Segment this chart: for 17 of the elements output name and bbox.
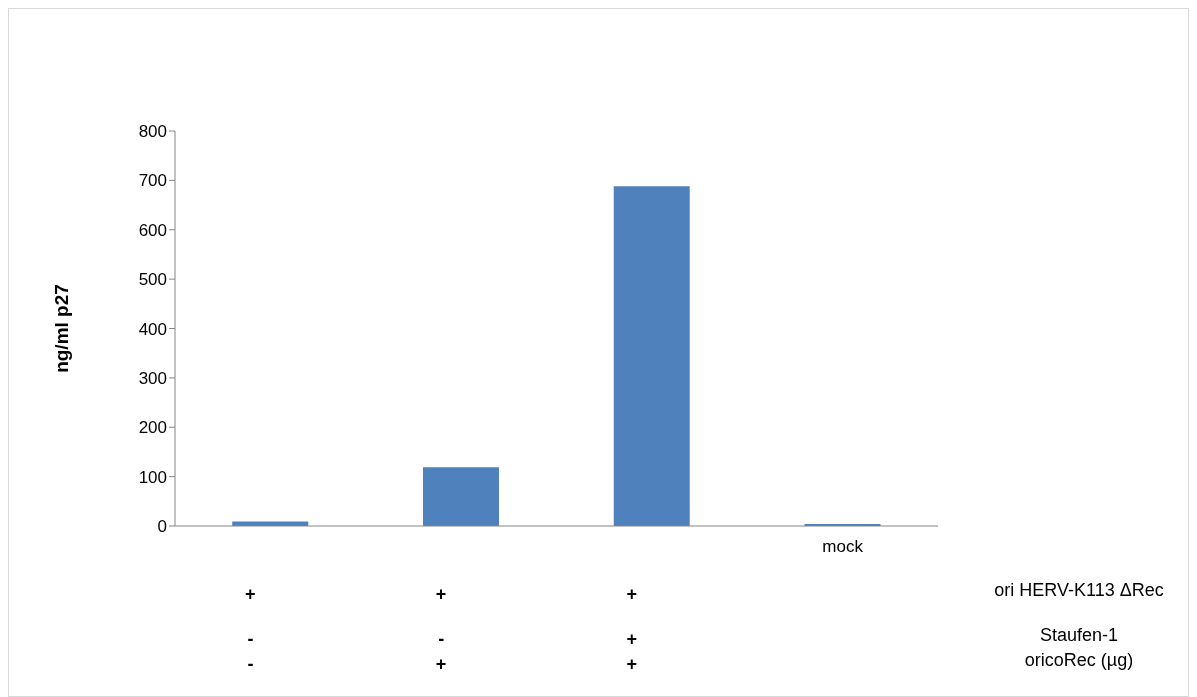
category-label: + + + bbox=[626, 584, 638, 674]
y-tick-label: 200 bbox=[138, 418, 167, 438]
text: oricoRec (µg) bbox=[1023, 650, 1135, 671]
y-tick-label: 800 bbox=[138, 122, 167, 142]
y-tick-label: 700 bbox=[138, 171, 167, 191]
y-tick-label: 600 bbox=[138, 220, 167, 240]
x-tick-label: mock bbox=[822, 537, 864, 556]
y-tick-label: 500 bbox=[138, 270, 167, 290]
y-tick-label: 100 bbox=[138, 467, 167, 487]
category-label: + - + bbox=[435, 584, 447, 674]
y-tick-label: 0 bbox=[157, 517, 167, 537]
y-axis-title: ng/ml p27 bbox=[50, 284, 72, 373]
text: Staufen-1 bbox=[1038, 625, 1120, 646]
y-tick-label: 400 bbox=[138, 319, 167, 339]
category-label: + - - bbox=[245, 584, 256, 674]
text: ori HERV-K113 ΔRec bbox=[993, 580, 1165, 601]
y-tick-label: 300 bbox=[138, 368, 167, 388]
